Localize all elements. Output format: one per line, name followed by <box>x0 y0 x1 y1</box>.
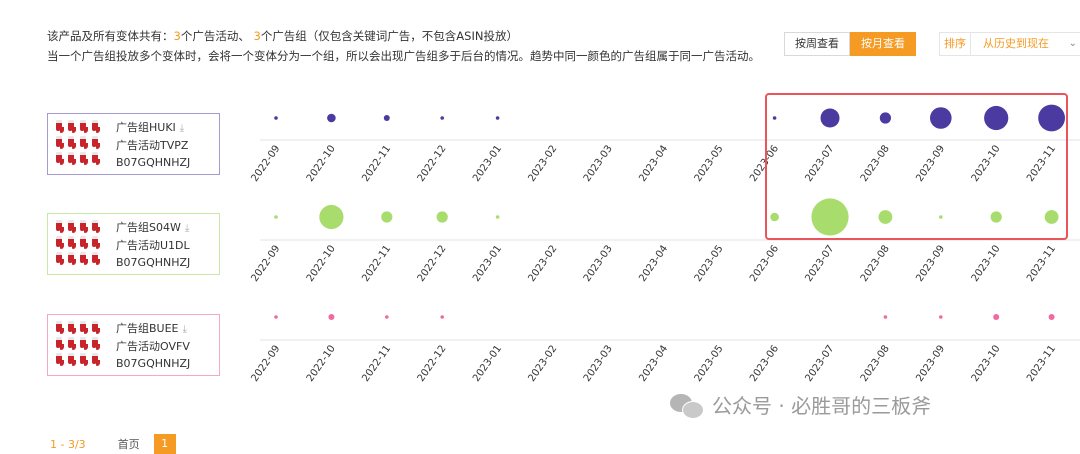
x-tick-label: 2023-01 <box>471 243 504 284</box>
x-tick-label: 2022-12 <box>416 143 449 184</box>
bubble-point[interactable] <box>496 215 500 219</box>
x-tick-label: 2022-09 <box>249 243 282 284</box>
x-tick-label: 2023-05 <box>693 343 726 384</box>
watermark-text: 公众号 · 必胜哥的三板斧 <box>712 390 931 419</box>
x-tick-label: 2023-04 <box>637 143 670 184</box>
bubble-point[interactable] <box>385 315 389 319</box>
bubble-point[interactable] <box>1049 314 1055 320</box>
x-tick-label: 2023-04 <box>637 343 670 384</box>
x-tick-label: 2023-02 <box>526 143 559 184</box>
bubble-point[interactable] <box>384 115 390 121</box>
wechat-icon <box>670 392 704 418</box>
x-tick-label: 2022-12 <box>416 343 449 384</box>
bubble-point[interactable] <box>274 315 278 319</box>
x-tick-label: 2023-11 <box>1025 343 1058 384</box>
x-tick-label: 2022-10 <box>305 343 338 384</box>
x-tick-label: 2022-09 <box>249 143 282 184</box>
pager-count: 1 - 3/3 <box>50 438 86 451</box>
x-tick-label: 2023-06 <box>748 243 781 284</box>
bubble-point[interactable] <box>440 116 444 120</box>
x-tick-label: 2023-02 <box>526 343 559 384</box>
bubble-point[interactable] <box>274 116 278 120</box>
pager-first-page[interactable]: 首页 <box>118 436 140 452</box>
x-tick-label: 2023-01 <box>471 343 504 384</box>
x-tick-label: 2023-11 <box>1025 243 1058 284</box>
x-tick-label: 2023-10 <box>970 243 1003 284</box>
bubble-point[interactable] <box>381 211 392 222</box>
x-tick-label: 2023-03 <box>582 343 615 384</box>
x-tick-label: 2023-01 <box>471 143 504 184</box>
x-tick-label: 2023-07 <box>803 343 836 384</box>
x-tick-label: 2023-04 <box>637 243 670 284</box>
pagination: 1 - 3/3 首页 1 <box>50 434 176 454</box>
bubble-point[interactable] <box>274 215 278 219</box>
x-tick-label: 2023-07 <box>803 243 836 284</box>
x-tick-label: 2022-09 <box>249 343 282 384</box>
x-tick-label: 2023-06 <box>748 343 781 384</box>
x-tick-label: 2022-11 <box>360 143 393 184</box>
x-tick-label: 2022-10 <box>305 243 338 284</box>
x-tick-label: 2022-11 <box>360 343 393 384</box>
x-tick-label: 2023-08 <box>859 343 892 384</box>
bubble-point[interactable] <box>440 315 444 319</box>
bubble-point[interactable] <box>328 314 334 320</box>
x-tick-label: 2023-03 <box>582 243 615 284</box>
bubble-point[interactable] <box>437 211 448 222</box>
x-tick-label: 2022-11 <box>360 243 393 284</box>
pager-current-page[interactable]: 1 <box>154 434 176 454</box>
bubble-point[interactable] <box>319 205 343 229</box>
bubble-point[interactable] <box>884 315 888 319</box>
x-tick-label: 2023-02 <box>526 243 559 284</box>
x-tick-label: 2023-03 <box>582 143 615 184</box>
x-tick-label: 2022-10 <box>305 143 338 184</box>
bubble-point[interactable] <box>327 114 336 123</box>
watermark: 公众号 · 必胜哥的三板斧 <box>670 390 931 419</box>
bubble-point[interactable] <box>939 315 943 319</box>
x-tick-label: 2023-08 <box>859 243 892 284</box>
x-tick-label: 2023-09 <box>914 343 947 384</box>
highlight-annotation-box <box>765 93 1068 240</box>
x-tick-label: 2022-12 <box>416 243 449 284</box>
x-tick-label: 2023-09 <box>914 243 947 284</box>
bubble-point[interactable] <box>496 116 500 120</box>
bubble-point[interactable] <box>993 314 999 320</box>
x-tick-label: 2023-10 <box>970 343 1003 384</box>
x-tick-label: 2023-05 <box>693 243 726 284</box>
x-tick-label: 2023-05 <box>693 143 726 184</box>
